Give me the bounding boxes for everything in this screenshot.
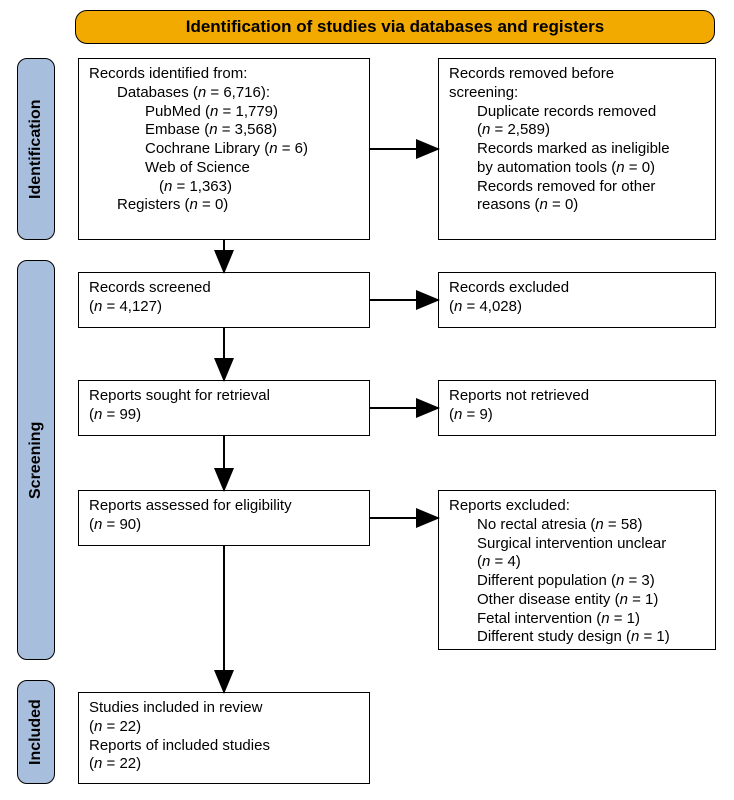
text-line: (n = 4,028) <box>449 298 705 317</box>
box-reportsexcluded: Reports excluded:No rectal atresia (n = … <box>438 490 716 650</box>
text-line: by automation tools (n = 0) <box>449 159 705 178</box>
header-title: Identification of studies via databases … <box>186 17 605 37</box>
text-line: Reports sought for retrieval <box>89 387 359 406</box>
text-line: Duplicate records removed <box>449 103 705 122</box>
text-line: Reports not retrieved <box>449 387 705 406</box>
text-line: Fetal intervention (n = 1) <box>449 610 705 629</box>
box-assessed: Reports assessed for eligibility(n = 90) <box>78 490 370 546</box>
text-line: Studies included in review <box>89 699 359 718</box>
text-line: reasons (n = 0) <box>449 196 705 215</box>
text-line: screening: <box>449 84 705 103</box>
text-line: Surgical intervention unclear <box>449 535 705 554</box>
text-line: (n = 2,589) <box>449 121 705 140</box>
text-line: Other disease entity (n = 1) <box>449 591 705 610</box>
text-line: Cochrane Library (n = 6) <box>89 140 359 159</box>
text-line: (n = 99) <box>89 406 359 425</box>
box-included: Studies included in review(n = 22)Report… <box>78 692 370 784</box>
text-line: (n = 90) <box>89 516 359 535</box>
box-sought: Reports sought for retrieval(n = 99) <box>78 380 370 436</box>
text-line: Records identified from: <box>89 65 359 84</box>
prisma-flow-diagram: Identification of studies via databases … <box>0 0 734 800</box>
text-line: (n = 4,127) <box>89 298 359 317</box>
box-identified: Records identified from:Databases (n = 6… <box>78 58 370 240</box>
text-line: Reports excluded: <box>449 497 705 516</box>
text-line: Records screened <box>89 279 359 298</box>
text-line: Different study design (n = 1) <box>449 628 705 647</box>
text-line: PubMed (n = 1,779) <box>89 103 359 122</box>
text-line: Records excluded <box>449 279 705 298</box>
text-line: No rectal atresia (n = 58) <box>449 516 705 535</box>
box-screened: Records screened(n = 4,127) <box>78 272 370 328</box>
text-line: Records removed for other <box>449 178 705 197</box>
text-line: Web of Science <box>89 159 359 178</box>
box-removed: Records removed beforescreening:Duplicat… <box>438 58 716 240</box>
text-line: (n = 22) <box>89 755 359 774</box>
stage-included: Included <box>17 680 55 784</box>
stage-label-text: Identification <box>27 99 45 199</box>
stage-label-text: Included <box>27 699 45 765</box>
box-notretrieved: Reports not retrieved(n = 9) <box>438 380 716 436</box>
text-line: Records marked as ineligible <box>449 140 705 159</box>
text-line: (n = 1,363) <box>89 178 359 197</box>
text-line: Embase (n = 3,568) <box>89 121 359 140</box>
box-excluded: Records excluded(n = 4,028) <box>438 272 716 328</box>
text-line: Reports of included studies <box>89 737 359 756</box>
text-line: (n = 22) <box>89 718 359 737</box>
stage-identification: Identification <box>17 58 55 240</box>
text-line: Different population (n = 3) <box>449 572 705 591</box>
text-line: Records removed before <box>449 65 705 84</box>
text-line: Databases (n = 6,716): <box>89 84 359 103</box>
text-line: Reports assessed for eligibility <box>89 497 359 516</box>
text-line: (n = 4) <box>449 553 705 572</box>
text-line: (n = 9) <box>449 406 705 425</box>
stage-screening: Screening <box>17 260 55 660</box>
text-line: Registers (n = 0) <box>89 196 359 215</box>
header-banner: Identification of studies via databases … <box>75 10 715 44</box>
stage-label-text: Screening <box>27 421 45 498</box>
